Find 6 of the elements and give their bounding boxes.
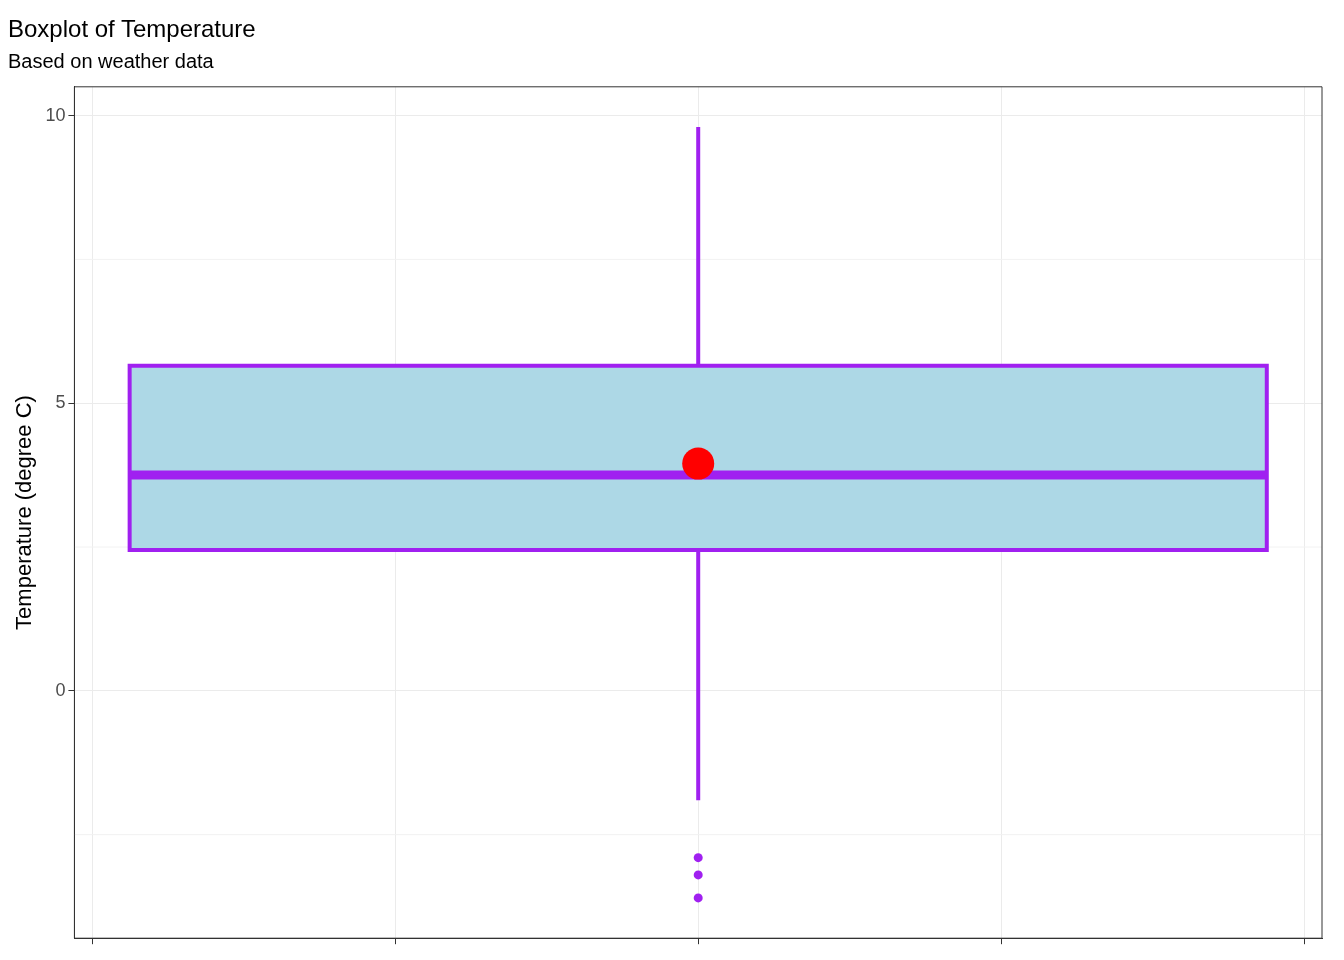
y-axis-title: Temperature (degree C) [11,395,37,630]
y-tick-label: 0 [55,679,66,700]
chart-title: Boxplot of Temperature [8,15,256,43]
y-tick-label: 10 [45,104,66,125]
y-tick-label: 5 [55,392,66,413]
chart-subtitle: Based on weather data [8,50,215,73]
